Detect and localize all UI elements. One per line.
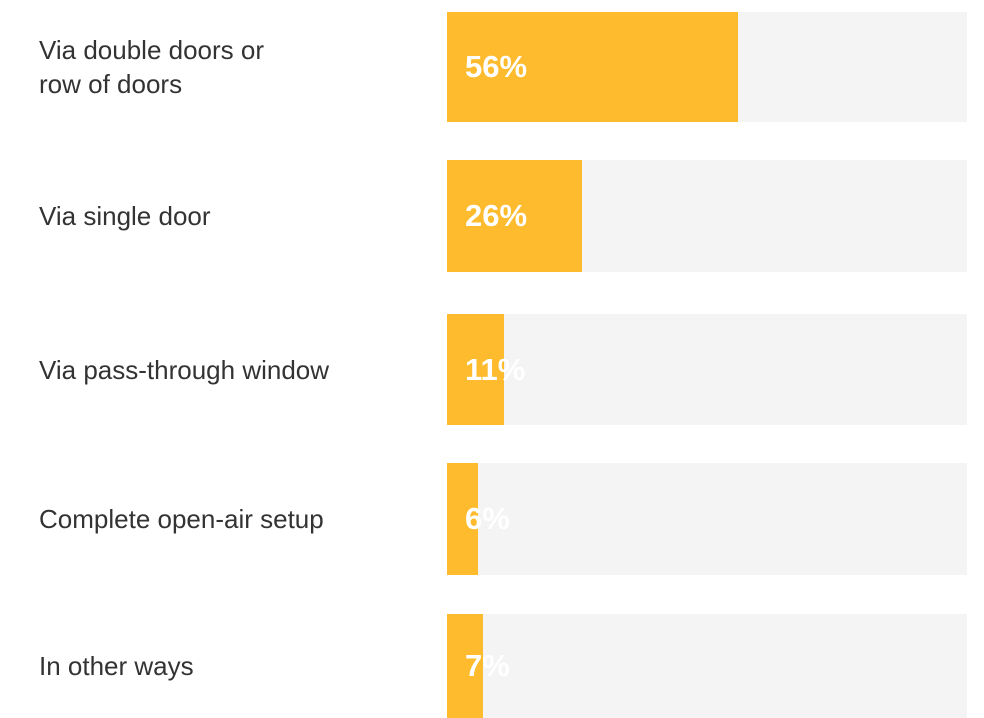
bar	[447, 614, 484, 718]
value-label: 56%	[465, 49, 528, 84]
bar-track: 56%	[447, 12, 967, 122]
bar-row: In other ways 7%	[0, 614, 984, 718]
bar	[447, 463, 479, 575]
bar-track: 26%	[447, 160, 967, 272]
bar-track: 7%	[447, 614, 967, 718]
value-label: 7%	[465, 648, 510, 683]
value-label: 11%	[465, 351, 526, 387]
value-label: 6%	[465, 501, 510, 536]
bar-track: 6%	[447, 463, 967, 575]
bar-row: Via single door 26%	[0, 160, 984, 272]
bar	[447, 12, 739, 122]
category-label: Via single door	[39, 201, 211, 231]
bar	[447, 314, 505, 425]
bar-row: Via pass-through window 11%	[0, 314, 984, 425]
value-label: 26%	[465, 198, 528, 233]
bar	[447, 160, 583, 272]
category-label: Complete open-air setup	[39, 504, 324, 534]
category-label: Via pass-through window	[39, 354, 330, 385]
bar-track: 11%	[447, 314, 967, 425]
bar-row: Via double doors or row of doors 56%	[0, 12, 984, 122]
bar-row: Complete open-air setup 6%	[0, 463, 984, 575]
category-label: In other ways	[39, 651, 194, 681]
category-label: Via double doors or row of doors	[39, 35, 265, 99]
